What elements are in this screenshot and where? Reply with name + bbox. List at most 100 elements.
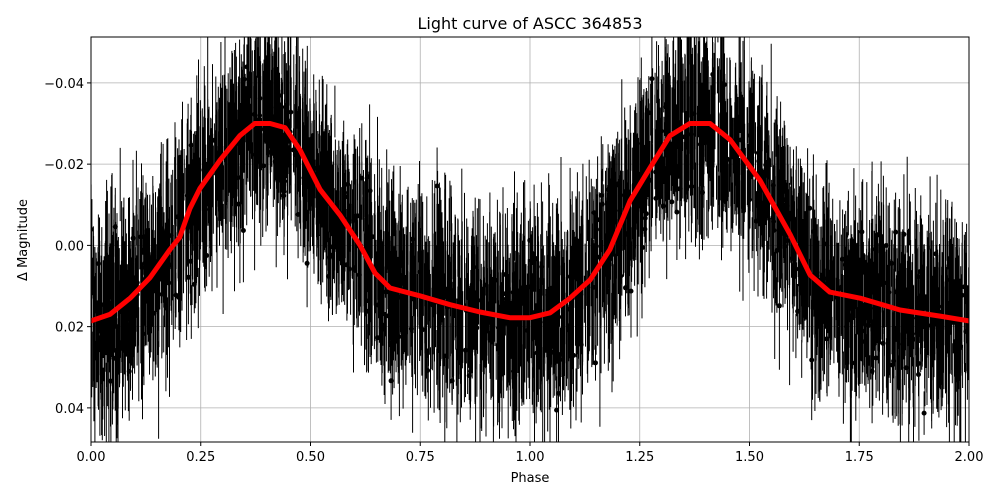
data-point: [643, 144, 649, 150]
data-point: [511, 368, 516, 374]
data-point: [658, 128, 664, 134]
data-point: [326, 273, 331, 279]
data-point: [722, 138, 728, 144]
data-point: [184, 193, 190, 199]
data-point: [608, 214, 614, 220]
data-point: [128, 303, 134, 309]
data-point: [649, 76, 655, 82]
data-point: [417, 269, 423, 275]
data-point: [917, 269, 923, 275]
data-point: [925, 323, 931, 328]
data-point: [871, 278, 877, 284]
data-point: [639, 141, 644, 146]
data-point: [763, 162, 769, 168]
data-point: [281, 193, 287, 199]
data-point: [593, 227, 599, 232]
data-point: [444, 295, 450, 301]
data-point: [647, 177, 653, 183]
data-point: [770, 182, 776, 188]
data-point: [126, 368, 132, 374]
data-point: [108, 378, 113, 384]
data-point: [877, 282, 883, 288]
data-point: [700, 102, 706, 108]
data-point: [807, 205, 813, 211]
data-point: [578, 291, 584, 297]
data-point: [599, 201, 605, 207]
data-point: [770, 215, 776, 220]
data-point: [481, 323, 487, 329]
data-point: [191, 281, 197, 287]
data-point: [474, 325, 480, 331]
data-point: [366, 308, 371, 314]
data-point: [575, 316, 581, 321]
data-point: [447, 289, 453, 295]
data-point: [420, 327, 426, 333]
data-point: [497, 346, 503, 352]
data-point: [677, 186, 683, 192]
data-point: [559, 357, 565, 362]
data-point: [130, 235, 136, 241]
data-point: [138, 234, 144, 240]
data-point: [764, 213, 770, 219]
data-point: [379, 288, 385, 294]
data-point: [510, 289, 516, 295]
data-point: [674, 209, 680, 215]
data-point: [355, 213, 361, 219]
data-point: [480, 335, 486, 341]
data-point: [313, 165, 319, 171]
data-point: [396, 294, 402, 300]
data-point: [640, 245, 646, 250]
data-point: [230, 163, 236, 169]
data-point: [612, 208, 618, 214]
data-point: [845, 301, 851, 307]
data-point: [747, 133, 753, 138]
data-point: [471, 316, 477, 321]
data-point: [106, 296, 112, 301]
data-point: [901, 231, 907, 237]
data-point: [400, 329, 406, 335]
data-point: [738, 137, 744, 143]
data-point: [643, 211, 649, 217]
data-point: [550, 303, 556, 309]
data-point: [947, 277, 953, 283]
data-point: [642, 195, 648, 201]
data-point: [642, 215, 648, 221]
data-point: [785, 238, 790, 244]
data-point: [140, 331, 146, 337]
data-point: [893, 289, 899, 295]
data-point: [605, 187, 611, 193]
data-point: [554, 407, 560, 413]
data-point: [496, 325, 501, 331]
data-point: [590, 284, 596, 290]
data-point: [475, 297, 481, 303]
data-point: [127, 270, 133, 276]
data-point: [340, 247, 346, 253]
data-point: [774, 247, 780, 253]
data-point: [328, 252, 334, 258]
x-tick-label: 0.75: [406, 450, 435, 465]
data-point: [437, 235, 443, 241]
data-point: [234, 175, 240, 181]
data-point: [617, 192, 623, 198]
data-point: [472, 294, 477, 300]
data-point: [653, 169, 659, 175]
data-point: [211, 137, 217, 143]
data-point: [700, 190, 705, 195]
data-point: [468, 368, 473, 374]
data-point: [539, 264, 545, 270]
data-point: [433, 272, 439, 278]
data-point: [821, 241, 827, 247]
data-point: [884, 280, 890, 286]
data-point: [900, 341, 906, 347]
data-point: [814, 270, 820, 275]
data-point: [263, 87, 269, 93]
data-point: [824, 336, 830, 342]
data-point: [304, 260, 310, 266]
data-point: [607, 226, 612, 232]
data-point: [375, 335, 381, 341]
data-point: [95, 347, 101, 353]
data-point: [339, 237, 345, 243]
data-point: [383, 289, 389, 295]
data-point: [550, 349, 556, 355]
data-point: [469, 320, 475, 325]
